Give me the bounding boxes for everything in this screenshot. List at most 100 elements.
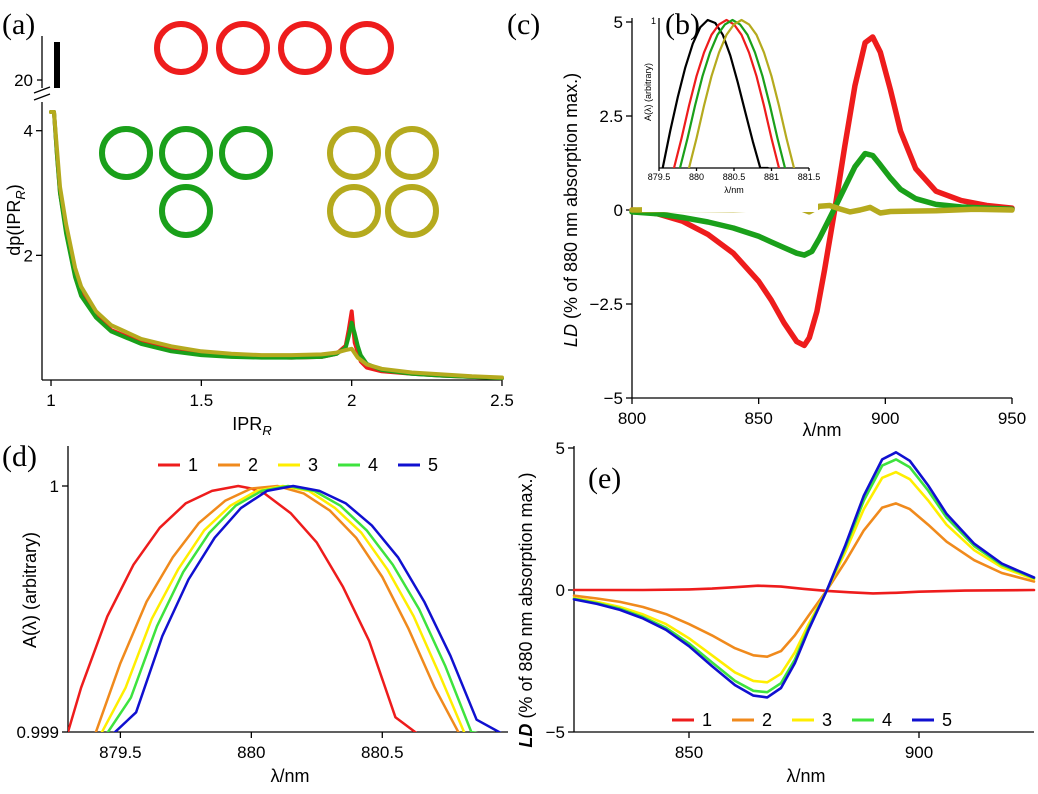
panel-e-series-5	[572, 450, 1036, 699]
panel-e-ytick-label: −5	[546, 723, 565, 742]
panel-b-ticks: 879.5 880 880.5 881 881.5	[648, 168, 820, 182]
panel-e-series-3	[572, 470, 1036, 684]
panel-b-background	[642, 8, 818, 212]
panel-b-ylabel: A(λ) (arbitrary)	[643, 63, 653, 121]
panel-a-xtick-label: 1.5	[190, 391, 214, 410]
panel-c-series-red	[629, 34, 1015, 349]
panel-c-ytick-label: 2.5	[599, 107, 623, 126]
panel-e-xtick-label: 850	[675, 743, 703, 762]
panel-d-xtick-label: 880.5	[361, 743, 404, 762]
panel-b-series-black	[661, 18, 769, 168]
panel-b-xtick-label: 879.5	[648, 172, 671, 182]
panel-d-series-1	[68, 484, 418, 732]
panel-d: (d) 879.5 880 880.5 0.999 1 1 2 3 4 5 λ/nm A(λ) …	[2, 440, 508, 786]
rings-green-ring	[99, 126, 153, 180]
panel-b-xtick-label: 881	[764, 172, 779, 182]
panel-d-legend-label-5: 5	[428, 455, 438, 475]
panel-e-legend-label-2: 2	[762, 710, 772, 730]
rings-green-ring	[159, 126, 213, 180]
rings-olive-ring	[327, 126, 381, 180]
panel-d-series-3	[100, 484, 466, 732]
panel-b-ytick-top-label: 1	[651, 16, 656, 26]
panel-d-legend-label-2: 2	[248, 455, 258, 475]
panel-d-ticks: 879.5 880 880.5 0.999 1	[16, 477, 403, 762]
panel-d-legend-label-1: 1	[188, 455, 198, 475]
panel-a-xtick-label: 1	[46, 391, 55, 410]
panel-a-axis-break-upper	[33, 86, 51, 94]
panel-d-xtick-label: 879.5	[99, 743, 142, 762]
panel-a-xtick-label: 2.5	[490, 391, 514, 410]
rings-olive-ring	[385, 126, 439, 180]
panel-e-legend-label-5: 5	[942, 710, 952, 730]
panel-e-series-1	[572, 584, 1036, 595]
panel-b-xtick-label: 880	[689, 172, 704, 182]
panel-a-ytick-top-label: 20	[14, 71, 33, 90]
panel-e-plot-lines	[572, 450, 1036, 699]
panel-e-ytick-label: 5	[556, 439, 565, 458]
panel-b-plot-lines	[661, 18, 796, 168]
panel-a-label: (a)	[2, 8, 35, 41]
rings-red-ring	[216, 21, 270, 75]
panel-e-legend: 1 2 3 4 5	[672, 710, 952, 730]
panel-a-xtick-label: 2	[347, 391, 356, 410]
panel-a-spike-top	[54, 42, 60, 88]
rings-red-ring	[340, 21, 394, 75]
panel-e-ylabel: LD (% of 880 nm absorption max.)	[516, 472, 536, 747]
panel-e-label: (e)	[588, 462, 621, 495]
panel-c-label: (c)	[507, 8, 540, 41]
panel-a-ylabel: dp(IPRR)	[4, 184, 28, 255]
panel-d-xlabel: λ/nm	[270, 766, 309, 786]
panel-e: (e) 850 900 −5 0 5 1 2 3 4 5 λ/nm LD (% of 880 n…	[516, 439, 1036, 786]
panel-c-xlabel: λ/nm	[802, 420, 841, 440]
panel-c-ticks: 800 850 900 950 −5 −2.5 0 2.5 5	[589, 13, 1026, 428]
panel-c-ytick-label: 0	[614, 201, 623, 220]
panel-a-series-olive	[49, 110, 504, 380]
panel-a-ytick-label: 4	[24, 122, 33, 141]
panel-c: (c) 800 850 900 950 −5 −2.5 0 2.5 5 λ/nm LD (% o…	[507, 8, 1026, 440]
panel-d-xtick-label: 880	[237, 743, 265, 762]
panel-b-xtick-label: 880.5	[723, 172, 746, 182]
panel-d-legend-label-4: 4	[368, 455, 378, 475]
panel-b-label: (b)	[665, 8, 700, 41]
panel-d-legend-label-3: 3	[308, 455, 318, 475]
panel-a: (a) 20 1 1.5 2 2.5 2 4 IPRR dp(IPRR)	[2, 8, 514, 438]
panel-a-ytick-label: 2	[24, 246, 33, 265]
rings-olive-ring	[327, 184, 381, 238]
panel-b-xlabel: λ/nm	[724, 185, 744, 195]
panel-b-series-olive	[687, 18, 796, 168]
panel-b-inset: 1 879.5 880 880.5 881 881.5 λ/nm A(λ) (arbit…	[642, 8, 820, 212]
panel-e-ytick-label: 0	[556, 581, 565, 600]
panel-d-ytick-label: 1	[50, 477, 59, 496]
panel-b-series-red	[672, 18, 781, 168]
panel-b-series-green	[678, 18, 787, 168]
panel-d-ytick-label: 0.999	[16, 723, 59, 742]
panel-a-ticks: 1 1.5 2 2.5 2 4	[24, 122, 514, 410]
panel-c-ytick-label: 5	[614, 13, 623, 32]
panel-e-legend-label-1: 1	[702, 710, 712, 730]
panel-c-ytick-label: −2.5	[589, 295, 623, 314]
panel-e-xtick-label: 900	[905, 743, 933, 762]
panel-c-ylabel: LD (% of 880 nm absorption max.)	[561, 73, 581, 347]
panel-d-label: (d)	[2, 440, 37, 473]
rings-green-ring	[219, 126, 273, 180]
panel-e-xlabel: λ/nm	[786, 766, 825, 786]
panel-c-xtick-label: 850	[744, 409, 772, 428]
panel-d-ylabel: A(λ) (arbitrary)	[20, 532, 40, 648]
panel-a-axis-break-lower	[33, 93, 51, 101]
rings-red-ring	[154, 21, 208, 75]
panel-d-plot-lines	[68, 484, 502, 732]
panel-d-series-5	[113, 484, 502, 732]
rings-green-ring	[159, 184, 213, 238]
panel-e-legend-label-3: 3	[822, 710, 832, 730]
panel-d-series-2	[94, 484, 460, 732]
panel-a-plot-lines	[49, 110, 504, 381]
panel-e-series-2	[572, 502, 1036, 659]
panel-d-legend: 1 2 3 4 5	[158, 455, 438, 475]
panel-c-xtick-label: 900	[871, 409, 899, 428]
panel-e-legend-label-4: 4	[882, 710, 892, 730]
panel-c-xtick-label: 800	[618, 409, 646, 428]
panel-a-xlabel: IPRR	[232, 414, 271, 438]
panel-c-xtick-label: 950	[998, 409, 1026, 428]
panel-a-ring-arrangements	[99, 21, 439, 238]
